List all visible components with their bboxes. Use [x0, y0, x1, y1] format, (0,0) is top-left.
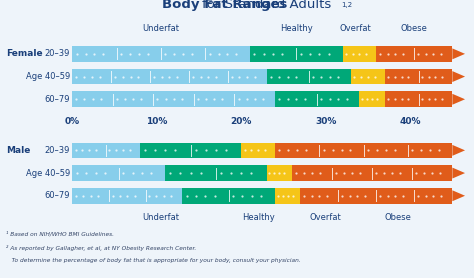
- Bar: [292, 165, 452, 181]
- Bar: [241, 143, 275, 158]
- Bar: [73, 165, 165, 181]
- Text: Body Fat Ranges: Body Fat Ranges: [162, 0, 287, 11]
- Text: Age 40–59: Age 40–59: [26, 72, 70, 81]
- Bar: [275, 143, 452, 158]
- Bar: [385, 69, 452, 84]
- Bar: [275, 91, 359, 107]
- Bar: [385, 91, 452, 107]
- Text: 0%: 0%: [65, 118, 80, 126]
- Polygon shape: [452, 190, 465, 201]
- Bar: [343, 46, 376, 62]
- Bar: [301, 188, 452, 203]
- Text: Obese: Obese: [401, 24, 428, 33]
- Polygon shape: [452, 94, 465, 105]
- Text: for Standard Adults: for Standard Adults: [117, 0, 331, 11]
- Text: Male: Male: [7, 146, 31, 155]
- Text: 30%: 30%: [315, 118, 337, 126]
- Polygon shape: [452, 71, 465, 82]
- Bar: [165, 165, 266, 181]
- Bar: [73, 46, 250, 62]
- Text: 1,2: 1,2: [341, 3, 352, 8]
- Text: Overfat: Overfat: [339, 24, 371, 33]
- Bar: [73, 69, 266, 84]
- Text: Obese: Obese: [384, 213, 411, 222]
- Bar: [140, 143, 241, 158]
- Bar: [376, 46, 452, 62]
- Text: Healthy: Healthy: [280, 24, 312, 33]
- Polygon shape: [452, 48, 465, 59]
- Bar: [182, 188, 275, 203]
- Text: 40%: 40%: [400, 118, 421, 126]
- Polygon shape: [452, 145, 465, 156]
- Bar: [266, 69, 351, 84]
- Polygon shape: [452, 168, 465, 178]
- Text: ² As reported by Gallagher, et al, at NY Obesity Research Center.: ² As reported by Gallagher, et al, at NY…: [7, 245, 197, 251]
- Text: Healthy: Healthy: [242, 213, 274, 222]
- Text: Underfat: Underfat: [143, 213, 180, 222]
- Text: Female: Female: [7, 49, 43, 58]
- Text: 20%: 20%: [230, 118, 252, 126]
- Bar: [250, 46, 343, 62]
- Bar: [266, 165, 292, 181]
- Text: Overfat: Overfat: [310, 213, 342, 222]
- Bar: [359, 91, 385, 107]
- Text: Underfat: Underfat: [143, 24, 180, 33]
- Text: ¹ Based on NIH/WHO BMI Guidelines.: ¹ Based on NIH/WHO BMI Guidelines.: [7, 231, 114, 237]
- Text: 20–39: 20–39: [45, 146, 70, 155]
- Text: 60–79: 60–79: [44, 191, 70, 200]
- Bar: [73, 188, 182, 203]
- Bar: [73, 143, 140, 158]
- Text: 10%: 10%: [146, 118, 167, 126]
- Text: To determine the percentage of body fat that is appropriate for your body, consu: To determine the percentage of body fat …: [7, 258, 301, 263]
- Bar: [73, 91, 275, 107]
- Bar: [351, 69, 385, 84]
- Bar: [275, 188, 301, 203]
- Text: Age 40–59: Age 40–59: [26, 168, 70, 178]
- Text: 20–39: 20–39: [45, 49, 70, 58]
- Text: 60–79: 60–79: [44, 95, 70, 104]
